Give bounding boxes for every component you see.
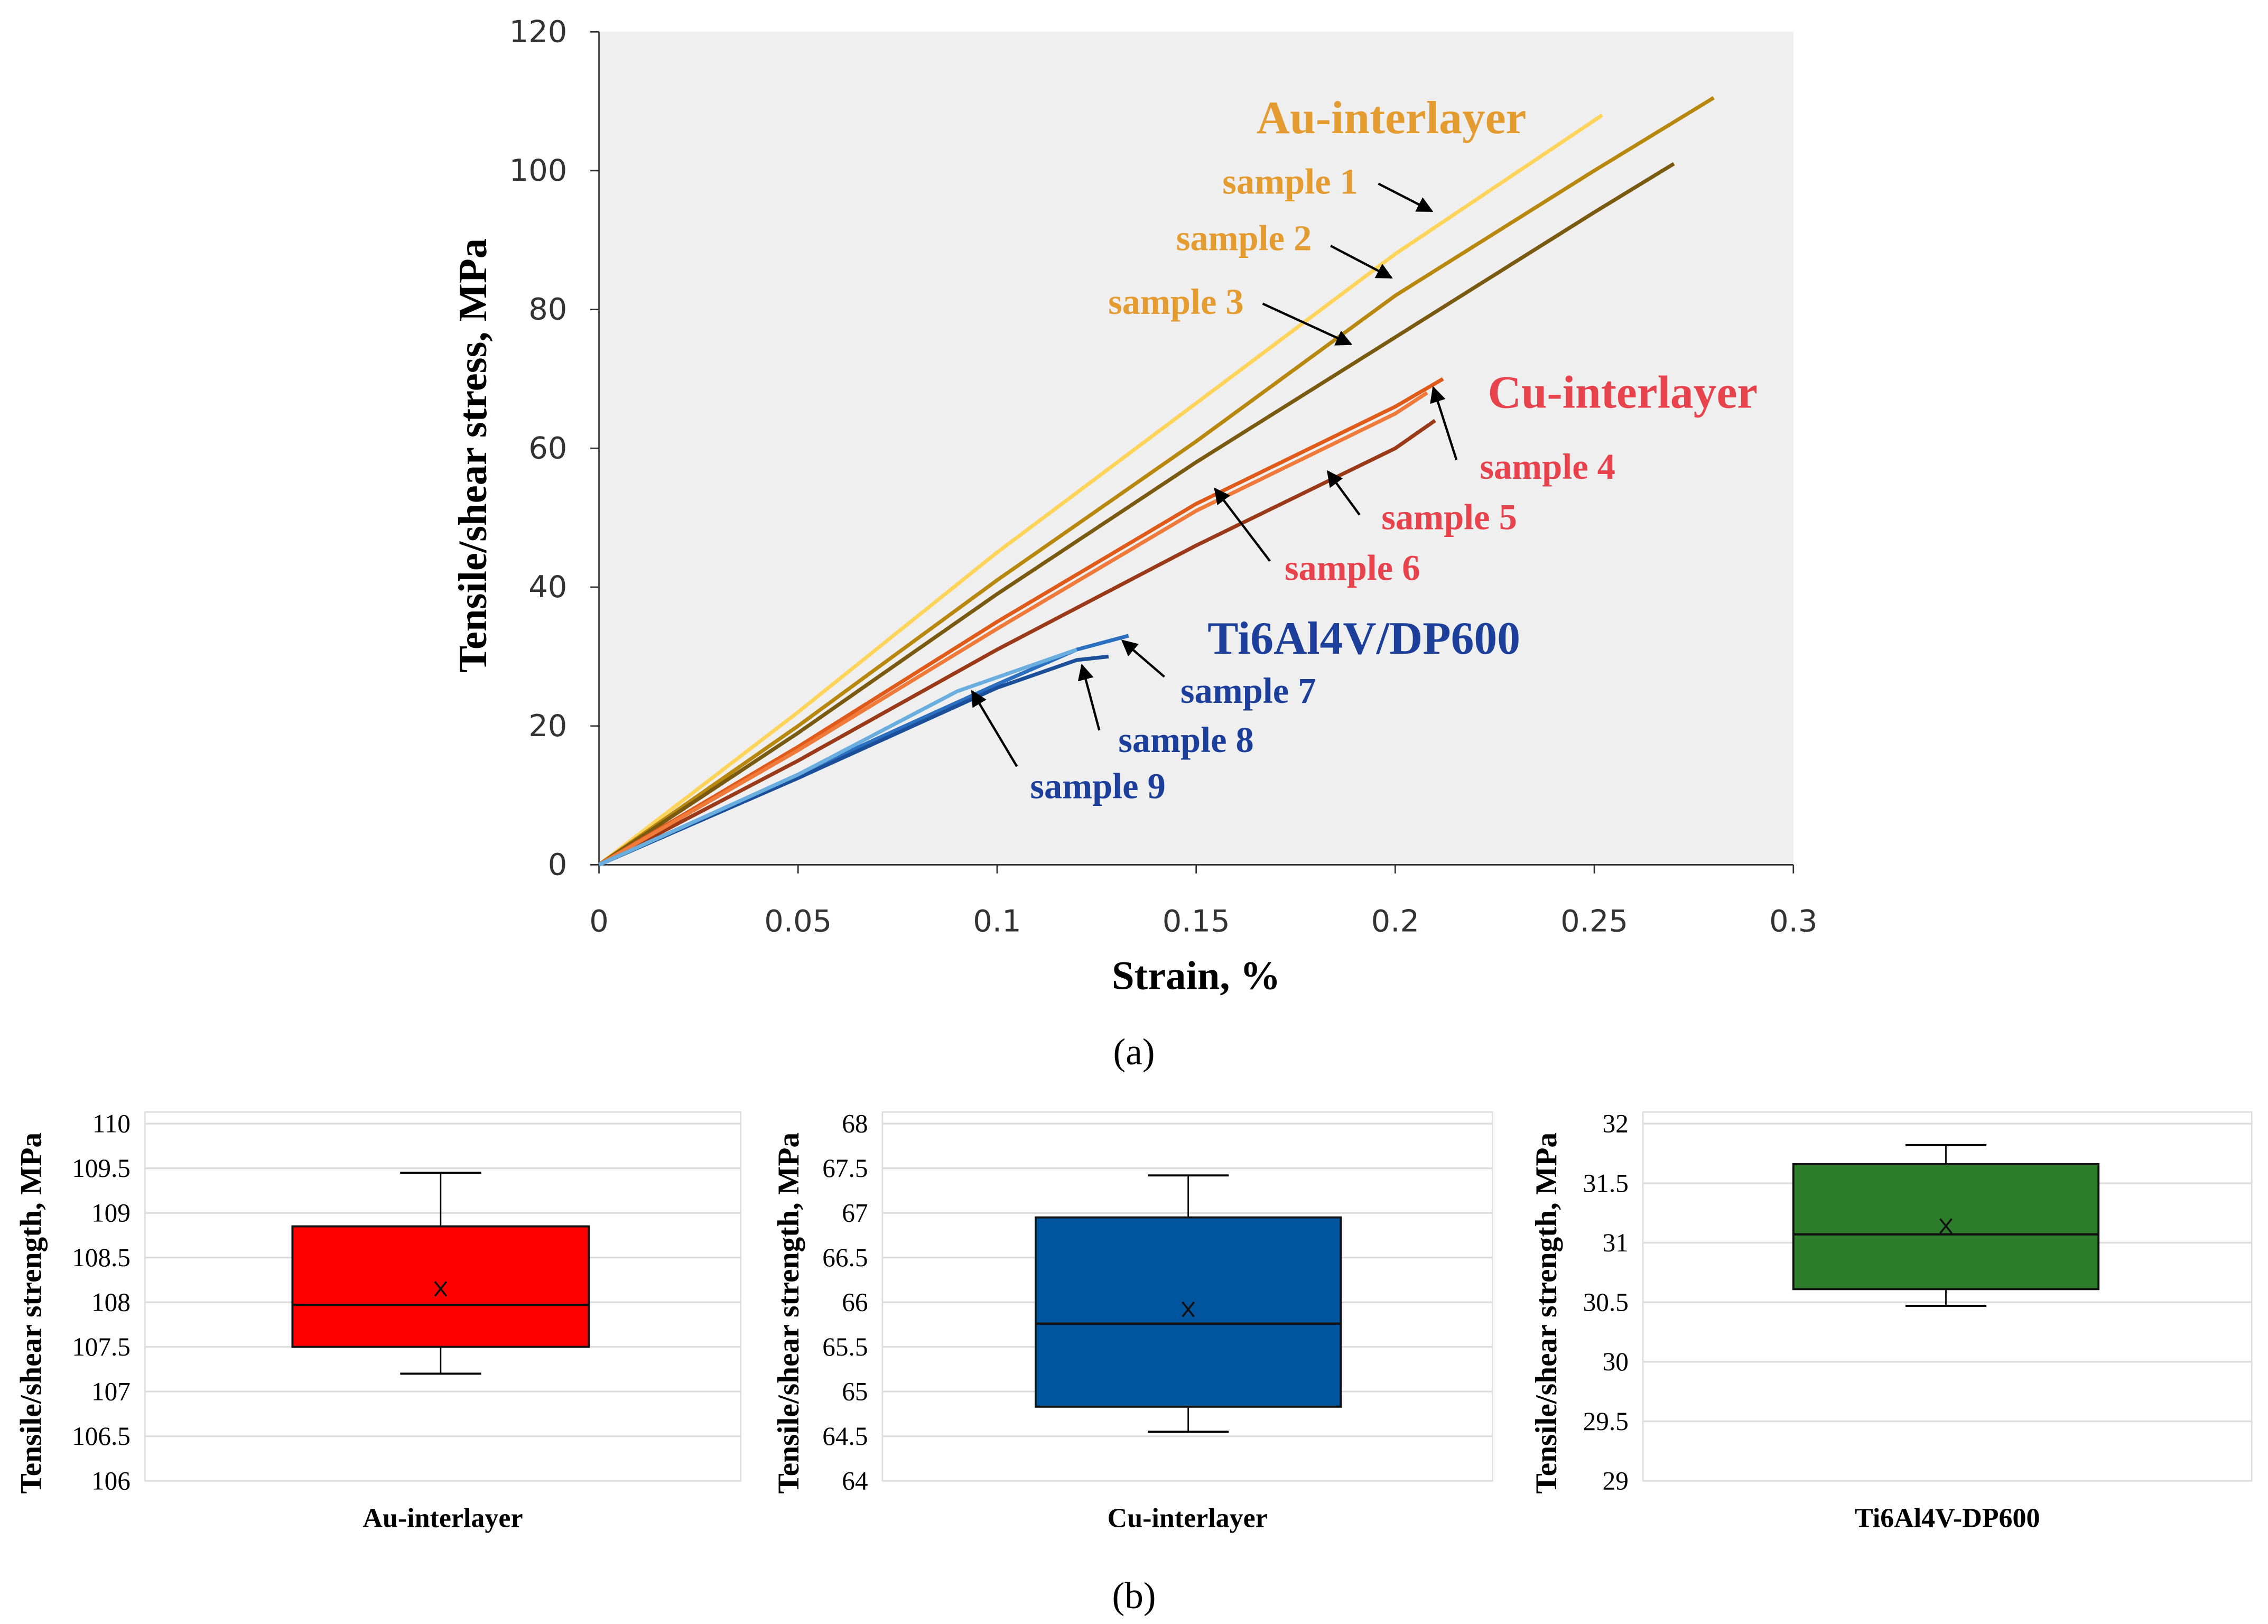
y-tick-label: 30	[1603, 1347, 1629, 1376]
series-line-sample-3	[598, 162, 1675, 867]
box	[291, 1225, 590, 1348]
y-tick-label: 32	[1603, 1109, 1629, 1138]
y-tick-label: 106	[91, 1467, 131, 1496]
box-panel-ti6al4v-dp600: 29 29.5 30 30.5 31 31.5 32 Ti6Al4V-DP600 Tensile…	[1530, 1109, 2253, 1534]
annotation-arrow	[1121, 639, 1165, 678]
y-tick-label: 108	[91, 1288, 131, 1317]
box-panel-au-interlayer: 106 106.5 107 107.5 108 108.5 109 109.5 110 Au-in…	[14, 1109, 742, 1534]
series-line-sample-4	[598, 377, 1444, 867]
annotation-arrow	[1326, 470, 1361, 516]
y-tick-label: 29.5	[1583, 1407, 1629, 1436]
box	[1035, 1216, 1342, 1408]
x-tick-label: 0	[589, 903, 609, 939]
y-tick-label: 30.5	[1583, 1288, 1629, 1317]
annotation-arrow	[971, 690, 1018, 767]
y-tick-label: 108.5	[72, 1243, 131, 1272]
sample-label: sample 1	[1222, 162, 1358, 202]
x-axis-label: Strain, %	[1112, 953, 1280, 998]
y-tick-label: 107.5	[72, 1332, 131, 1361]
group-title: Ti6Al4V/DP600	[1207, 613, 1520, 664]
series-line-sample-6	[598, 391, 1428, 867]
annotation-arrow	[1378, 182, 1434, 212]
annotation-arrow	[1262, 302, 1353, 346]
x-tick-label: 0.3	[1769, 903, 1817, 939]
y-tick-label: 106.5	[72, 1422, 131, 1451]
annotation-arrow	[1214, 487, 1271, 562]
panel-label-b: (b)	[1112, 1575, 1156, 1617]
y-tick-label: 65	[842, 1377, 868, 1406]
category-label: Cu-interlayer	[1108, 1504, 1268, 1534]
series-line-sample-5	[598, 419, 1436, 867]
y-tick-label: 20	[528, 708, 567, 744]
sample-label: sample 4	[1480, 447, 1615, 487]
x-tick-label: 0.2	[1371, 903, 1419, 939]
y-tick-label: 29	[1603, 1467, 1629, 1496]
box-plots: 106 106.5 107 107.5 108 108.5 109 109.5 110 Au-in…	[14, 1109, 2253, 1617]
y-tick-label: 120	[509, 14, 568, 49]
category-label: Au-interlayer	[362, 1504, 523, 1534]
series-line-sample-9	[598, 647, 1077, 867]
annotation-arrow	[1430, 386, 1458, 460]
mean-marker	[434, 1281, 448, 1297]
sample-label: sample 6	[1285, 547, 1420, 588]
y-tick-label: 66	[842, 1288, 868, 1317]
y-tick-label: 66.5	[822, 1243, 868, 1272]
x-tick-label: 0.05	[764, 903, 832, 939]
sample-label: sample 3	[1108, 282, 1244, 322]
x-tick-label: 0.25	[1560, 903, 1628, 939]
series-line-sample-8	[598, 654, 1109, 867]
sample-label: sample 9	[1030, 766, 1166, 806]
y-tick-label: 109	[91, 1199, 131, 1228]
y-tick-label: 67.5	[822, 1154, 868, 1183]
y-tick-label: 0	[548, 847, 568, 883]
y-tick-label: 100	[509, 153, 568, 188]
y-axis-label: Tensile/shear strength, MPa	[14, 1133, 48, 1494]
y-tick-label: 31.5	[1583, 1168, 1629, 1198]
annotation-arrow	[1330, 245, 1393, 279]
y-tick-label: 80	[528, 292, 567, 327]
x-tick-label: 0.1	[973, 903, 1021, 939]
series-line-sample-1	[598, 113, 1604, 867]
stress-strain-chart: 0 0.05 0.1 0.15 0.2 0.25 0.3 0 20 40 60 80 100 120 Str…	[450, 14, 1817, 1073]
x-tick-label: 0.15	[1163, 903, 1230, 939]
y-tick-label: 60	[528, 430, 567, 466]
panel-label-a: (a)	[1113, 1032, 1155, 1073]
y-tick-label: 65.5	[822, 1332, 868, 1361]
y-tick-label: 67	[842, 1199, 868, 1228]
y-tick-label: 64	[842, 1467, 868, 1496]
sample-label: sample 8	[1118, 720, 1254, 760]
mean-marker	[1182, 1301, 1195, 1317]
y-axis-label: Tensile/shear stress, MPa	[450, 238, 495, 673]
series-line-sample-2	[598, 96, 1715, 867]
box	[1792, 1163, 2100, 1291]
group-title: Au-interlayer	[1257, 92, 1527, 143]
category-label: Ti6Al4V-DP600	[1855, 1504, 2040, 1534]
y-tick-label: 109.5	[72, 1154, 131, 1183]
sample-label: sample 2	[1176, 218, 1312, 258]
y-tick-label: 64.5	[822, 1422, 868, 1451]
sample-label: sample 5	[1381, 497, 1517, 537]
y-tick-label: 40	[528, 569, 567, 605]
y-axis-label: Tensile/shear strength, MPa	[1530, 1133, 1563, 1494]
sample-label: sample 7	[1181, 671, 1316, 711]
annotation-arrow	[1077, 663, 1101, 731]
y-tick-label: 110	[92, 1109, 131, 1138]
y-axis-label: Tensile/shear strength, MPa	[772, 1133, 805, 1494]
box-panel-cu-interlayer: 64 64.5 65 65.5 66 66.5 67 67.5 68 Cu-interlayer T…	[772, 1109, 1494, 1534]
mean-marker	[1939, 1218, 1953, 1234]
group-title: Cu-interlayer	[1488, 367, 1758, 418]
y-tick-label: 107	[91, 1377, 131, 1406]
y-tick-label: 68	[842, 1109, 868, 1138]
y-tick-label: 31	[1603, 1228, 1629, 1257]
